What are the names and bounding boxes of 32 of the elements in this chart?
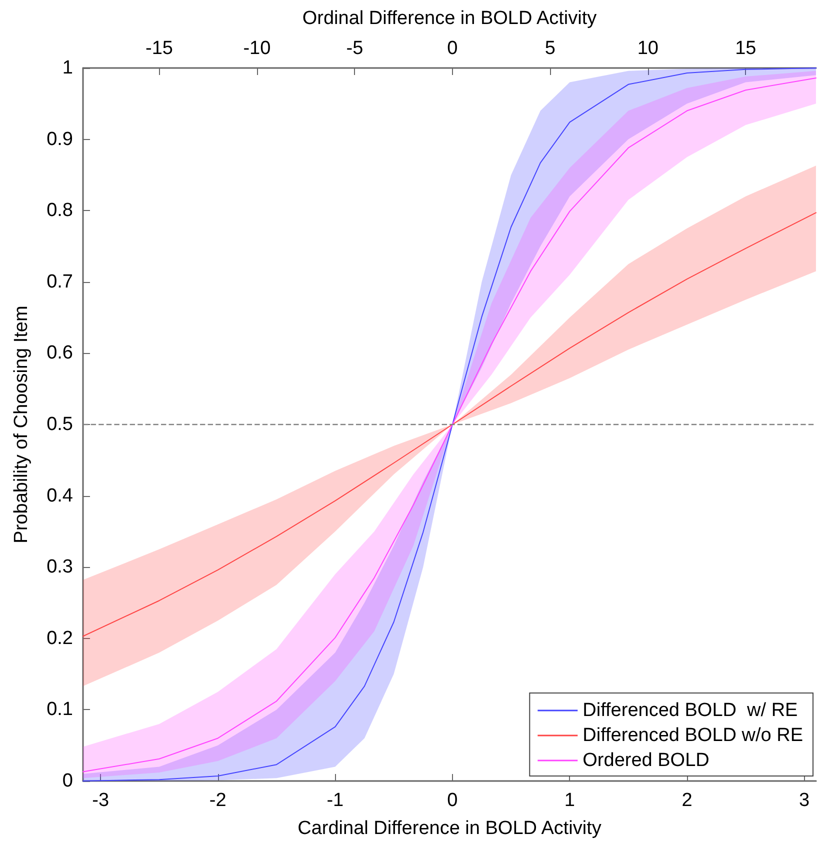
y-tick-label: 0.2: [46, 628, 73, 649]
y-tick-label: 0: [62, 770, 73, 792]
x-tick-label: 1: [564, 790, 575, 811]
line-series: [82, 212, 816, 637]
x2-tick-label: -15: [146, 38, 173, 59]
x2-tick-label: -5: [346, 38, 364, 59]
y-tick-label: 0.1: [46, 699, 73, 720]
x-tick-label: 0: [447, 790, 458, 811]
legend-label: Differenced BOLD w/o RE: [582, 725, 804, 746]
x-tick-label: -2: [209, 790, 226, 811]
x2-tick-label: 5: [544, 38, 556, 59]
x-tick-label: -3: [92, 790, 110, 811]
x2-tick-label: 0: [447, 38, 458, 59]
legend-label: Ordered BOLD: [582, 750, 710, 771]
y-tick-label: 0.5: [46, 414, 73, 435]
x-tick-label: 2: [682, 790, 692, 811]
x2-tick-label: 15: [735, 38, 756, 59]
y-tick-label: 0.6: [46, 342, 73, 364]
x-axis-title: Cardinal Difference in BOLD Activity: [298, 818, 602, 839]
y-tick-label: 0.9: [46, 128, 73, 150]
x2-tick-label: 10: [637, 38, 658, 59]
y-tick-label: 0.8: [46, 200, 73, 222]
y-axis-title: Probability of Choosing Item: [11, 306, 32, 544]
y-tick-label: 1: [62, 58, 73, 78]
legend-label: Differenced BOLD w/ RE: [582, 700, 798, 721]
x-tick-label: 3: [798, 790, 810, 811]
x-tick-label: -1: [326, 790, 344, 811]
y-tick-label: 0.7: [46, 271, 73, 292]
x2-tick-label: -10: [243, 38, 271, 59]
x2-axis-title: Ordinal Difference in BOLD Activity: [302, 8, 598, 29]
y-tick-label: 0.4: [46, 485, 74, 506]
y-tick-label: 0.3: [46, 556, 73, 578]
